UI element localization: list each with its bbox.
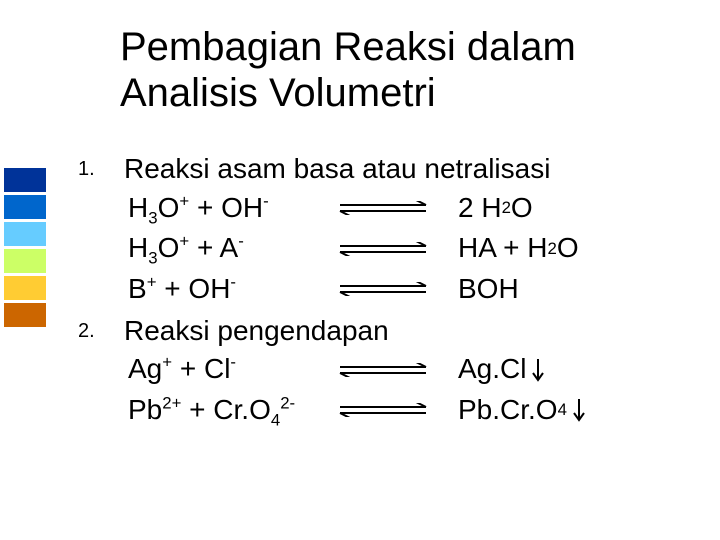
reaction-arrow [338,201,458,215]
color-bar-block [4,276,46,300]
list-item: 2.Reaksi pengendapanAg+ + Cl- Ag.Cl Pb2+… [78,312,698,431]
reaction-arrow [338,363,458,377]
equilibrium-arrow-icon [338,363,428,377]
color-bar [4,168,46,330]
title-line-2: Analisis Volumetri [120,71,436,115]
reaction-rhs: BOH [458,269,698,310]
precipitate-arrow-icon [573,398,585,422]
title-line-1: Pembagian Reaksi dalam [120,25,576,69]
reaction-arrow [338,403,458,417]
reaction-rhs: Pb.Cr.O4 [458,390,698,431]
slide-content: 1.Reaksi asam basa atau netralisasiH3O+ … [78,150,698,433]
reaction-arrow [338,282,458,296]
reaction-lhs: Pb2+ + Cr.O42- [128,390,338,431]
list-item-number: 2. [78,312,124,343]
reaction-arrow [338,242,458,256]
reaction-rhs: HA + H2O [458,228,698,269]
reaction-row: H3O+ + OH- 2 H2O [128,188,698,229]
color-bar-block [4,222,46,246]
list-item: 1.Reaksi asam basa atau netralisasiH3O+ … [78,150,698,310]
color-bar-block [4,303,46,327]
list-item-heading: Reaksi asam basa atau netralisasi [124,150,550,188]
slide-title: Pembagian Reaksi dalam Analisis Volumetr… [120,24,680,116]
equilibrium-arrow-icon [338,242,428,256]
reaction-rhs: 2 H2O [458,188,698,229]
reaction-row: H3O+ + A- HA + H2O [128,228,698,269]
reaction-row: Pb2+ + Cr.O42- Pb.Cr.O4 [128,390,698,431]
reaction-lhs: H3O+ + A- [128,228,338,269]
reaction-rhs: Ag.Cl [458,349,698,390]
list-item-heading: Reaksi pengendapan [124,312,389,350]
reaction-lhs: H3O+ + OH- [128,188,338,229]
color-bar-block [4,195,46,219]
reaction-row: Ag+ + Cl- Ag.Cl [128,349,698,390]
slide: { "colorbar": { "colors": ["#003399", "#… [0,0,720,540]
reaction-row: B+ + OH- BOH [128,269,698,310]
equilibrium-arrow-icon [338,282,428,296]
list-item-header: 1.Reaksi asam basa atau netralisasi [78,150,698,188]
color-bar-block [4,249,46,273]
color-bar-block [4,168,46,192]
precipitate-arrow-icon [532,358,544,382]
equilibrium-arrow-icon [338,403,428,417]
list-item-number: 1. [78,150,124,181]
reaction-lhs: B+ + OH- [128,269,338,310]
list-item-header: 2.Reaksi pengendapan [78,312,698,350]
equilibrium-arrow-icon [338,201,428,215]
reaction-lhs: Ag+ + Cl- [128,349,338,390]
